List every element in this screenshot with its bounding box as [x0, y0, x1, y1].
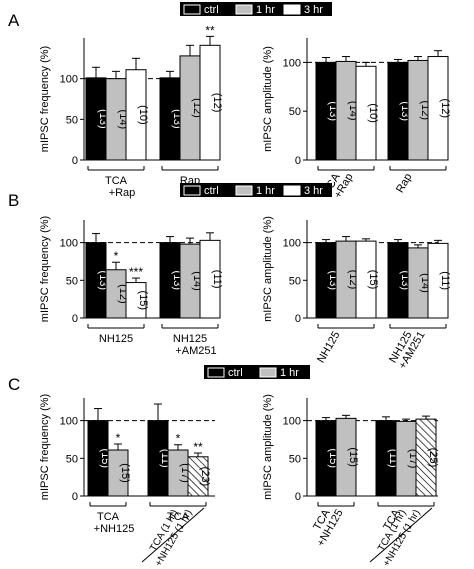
legend-swatch — [235, 185, 253, 196]
y-tick-label: 0 — [295, 313, 301, 325]
bar-n-label: (15) — [119, 463, 131, 483]
y-tick-label: 100 — [283, 57, 301, 69]
y-tick-label: 0 — [72, 155, 78, 167]
legend-swatch — [207, 367, 225, 378]
bar — [107, 449, 129, 497]
legend-label: ctrl — [204, 4, 219, 16]
panel-letter: A — [8, 11, 20, 30]
bar-n-label: (10) — [367, 103, 379, 123]
bar-n-label: (25) — [427, 448, 439, 468]
panel-letter: B — [8, 191, 19, 210]
legend-label: 1 hr — [256, 185, 275, 197]
y-tick-label: 0 — [72, 491, 78, 503]
y-tick-label: 50 — [289, 275, 301, 287]
y-tick-label: 0 — [295, 491, 301, 503]
group-label: TCA — [105, 175, 128, 187]
bar-n-label: (12) — [439, 98, 451, 118]
group-label: +NH125 — [94, 523, 135, 535]
y-tick-label: 0 — [72, 313, 78, 325]
group-label: NH125 — [315, 330, 343, 366]
y-tick-label: 50 — [289, 453, 301, 465]
significance-marker: *** — [129, 265, 143, 279]
group-label: +AM251 — [175, 345, 216, 357]
y-tick-label: 0 — [295, 155, 301, 167]
bar-n-label: (15) — [137, 291, 149, 311]
bar-n-label: (11) — [211, 270, 223, 289]
y-axis-label: mIPSC amplitude (%) — [262, 46, 274, 152]
y-tick-label: 100 — [283, 416, 301, 428]
bar — [355, 65, 377, 161]
y-tick-label: 100 — [60, 74, 78, 86]
significance-marker: * — [176, 432, 181, 446]
legend-swatch — [235, 4, 253, 15]
legend-box — [204, 365, 310, 379]
legend-label: 1 hr — [280, 367, 299, 379]
bar — [125, 282, 147, 319]
significance-marker: ** — [205, 23, 215, 37]
group-label: TCA — [97, 511, 120, 523]
legend-swatch — [183, 185, 201, 196]
significance-marker: * — [116, 431, 121, 445]
y-axis-label: mIPSC frequency (%) — [39, 394, 51, 500]
legend-label: 3 hr — [304, 4, 323, 16]
bar — [199, 44, 221, 161]
bar — [187, 456, 209, 497]
bar-n-label: (12) — [211, 93, 223, 113]
group-label: Rap — [394, 172, 414, 195]
y-tick-label: 50 — [66, 275, 78, 287]
y-tick-label: 50 — [289, 106, 301, 118]
panel-letter: C — [8, 375, 20, 394]
bar-n-label: (11) — [439, 271, 451, 290]
bar — [427, 242, 449, 319]
bar — [355, 240, 377, 319]
bar-n-label: (23) — [199, 467, 211, 487]
bar — [335, 417, 357, 497]
legend-label: 1 hr — [256, 4, 275, 16]
y-axis-label: mIPSC frequency (%) — [39, 46, 51, 152]
leader-line — [141, 507, 205, 563]
legend-label: ctrl — [228, 367, 243, 379]
y-tick-label: 100 — [60, 238, 78, 250]
y-tick-label: 50 — [66, 453, 78, 465]
bar-n-label: (15) — [367, 270, 379, 290]
legend-label: ctrl — [204, 185, 219, 197]
significance-marker: * — [114, 249, 119, 263]
group-label: TCA — [167, 511, 190, 523]
y-tick-label: 100 — [283, 238, 301, 250]
legend-swatch — [183, 4, 201, 15]
y-axis-label: mIPSC amplitude (%) — [262, 216, 274, 322]
y-tick-label: 100 — [60, 416, 78, 428]
y-axis-label: mIPSC frequency (%) — [39, 216, 51, 322]
legend-swatch — [283, 185, 301, 196]
significance-marker: ** — [193, 440, 203, 454]
bar — [125, 69, 147, 161]
bar — [199, 239, 221, 319]
group-label: +Rap — [109, 187, 136, 199]
leader-line — [369, 507, 433, 563]
y-tick-label: 50 — [66, 114, 78, 126]
y-axis-label: mIPSC amplitude (%) — [262, 394, 274, 500]
group-label: NH125 — [173, 333, 207, 345]
legend-label: 3 hr — [304, 185, 323, 197]
bar-n-label: (10) — [137, 105, 149, 125]
legend-swatch — [283, 4, 301, 15]
legend-swatch — [259, 367, 277, 378]
bar-n-label: (15) — [347, 447, 359, 467]
group-label: NH125 — [99, 333, 133, 345]
bar — [427, 56, 449, 161]
bar — [415, 418, 437, 497]
